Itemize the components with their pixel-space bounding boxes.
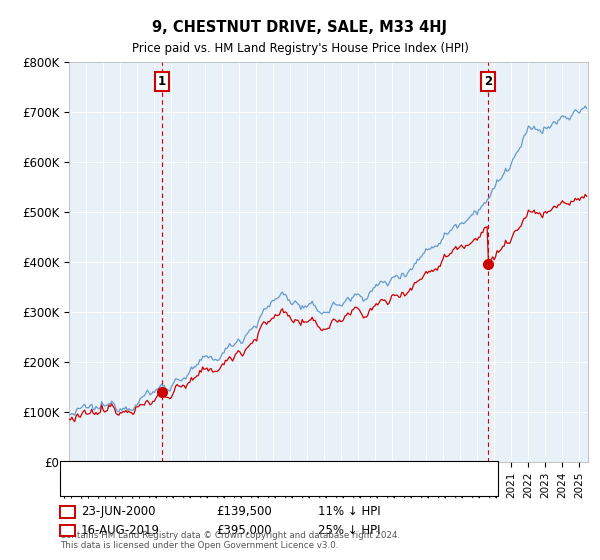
Text: 1: 1 [64,505,71,519]
Text: 25% ↓ HPI: 25% ↓ HPI [318,524,380,537]
Text: 9, CHESTNUT DRIVE, SALE, M33 4HJ: 9, CHESTNUT DRIVE, SALE, M33 4HJ [152,20,448,35]
Text: £139,500: £139,500 [216,505,272,519]
Text: 11% ↓ HPI: 11% ↓ HPI [318,505,380,519]
Text: 16-AUG-2019: 16-AUG-2019 [81,524,160,537]
Text: ———: ——— [72,464,109,477]
Text: 2: 2 [64,524,71,537]
Text: 2: 2 [484,75,492,88]
Text: 1: 1 [158,75,166,88]
Text: 23-JUN-2000: 23-JUN-2000 [81,505,155,519]
Text: £395,000: £395,000 [216,524,272,537]
Text: Price paid vs. HM Land Registry's House Price Index (HPI): Price paid vs. HM Land Registry's House … [131,42,469,55]
Text: 9, CHESTNUT DRIVE, SALE, M33 4HJ (detached house): 9, CHESTNUT DRIVE, SALE, M33 4HJ (detach… [96,465,392,475]
Text: Contains HM Land Registry data © Crown copyright and database right 2024.
This d: Contains HM Land Registry data © Crown c… [60,530,400,550]
Text: ———: ——— [72,479,109,492]
Text: HPI: Average price, detached house, Trafford: HPI: Average price, detached house, Traf… [96,481,340,491]
